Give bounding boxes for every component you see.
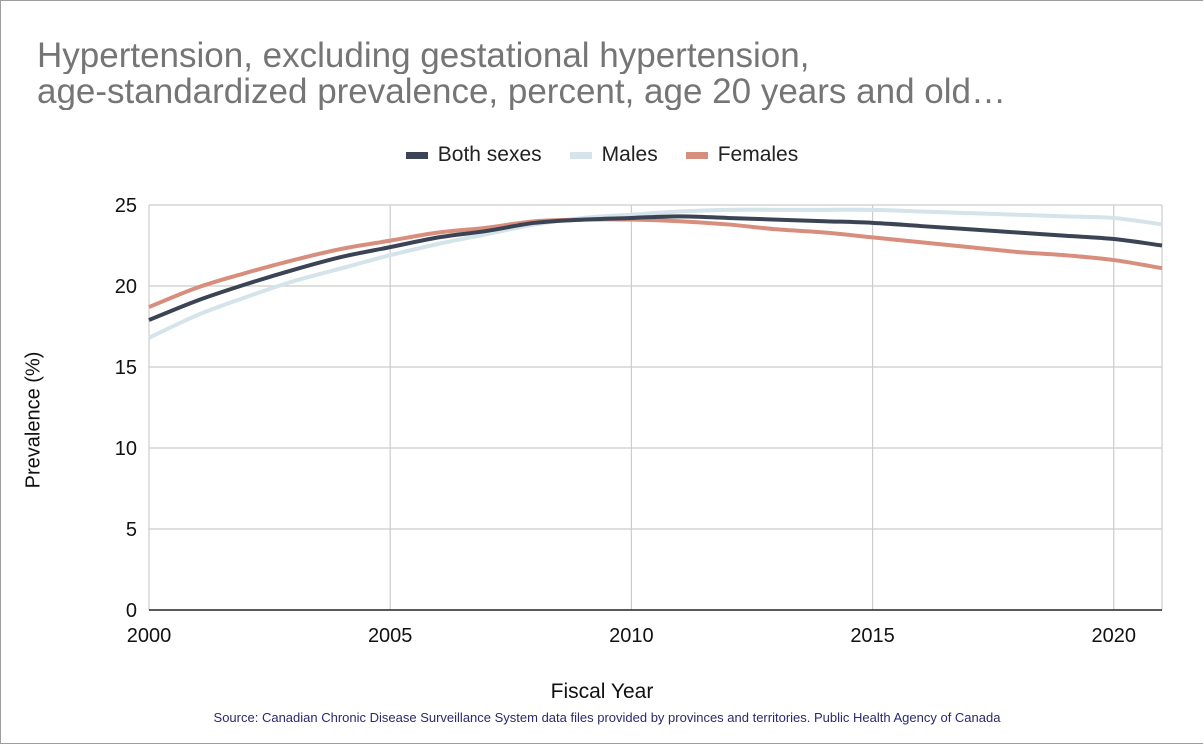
- legend-swatch-males: [569, 151, 592, 159]
- legend-swatch-females: [685, 151, 708, 159]
- legend-label-males: Males: [601, 143, 658, 166]
- y-axis-label: Prevalence (%): [22, 351, 45, 489]
- series-line-both-sexes: [148, 214, 1163, 322]
- x-tick-label-2015: 2015: [850, 625, 895, 647]
- x-tick-label-2010: 2010: [609, 625, 654, 647]
- x-axis-label: Fiscal Year: [550, 680, 654, 703]
- chart-title-line-1: Hypertension, excluding gestational hype…: [37, 38, 810, 74]
- chart-title: Hypertension, excluding gestational hype…: [37, 38, 1177, 110]
- y-tick-label-10: 10: [115, 438, 137, 460]
- y-tick-label-5: 5: [126, 519, 137, 541]
- y-tick-label-25: 25: [115, 195, 137, 217]
- x-tick-label-2020: 2020: [1092, 625, 1137, 647]
- legend-label-females: Females: [717, 143, 799, 166]
- series-line-males: [148, 207, 1163, 340]
- legend-label-both-sexes: Both sexes: [437, 143, 542, 166]
- x-tick-label-2000: 2000: [127, 625, 172, 647]
- source-note: Source: Canadian Chronic Disease Surveil…: [213, 710, 1001, 725]
- tick-labels: 0 5 10 15 20 25 2000 2005 2010 2015 2020: [115, 195, 1136, 647]
- chart-title-line-2: age-standardized prevalence, percent, ag…: [37, 74, 1006, 110]
- gridlines: [148, 204, 1163, 610]
- y-tick-label-15: 15: [115, 357, 137, 379]
- legend: Both sexes Males Females: [0, 142, 1204, 168]
- legend-item-males[interactable]: Males: [569, 143, 658, 167]
- legend-item-both-sexes[interactable]: Both sexes: [405, 143, 542, 167]
- x-tick-label-2005: 2005: [368, 625, 413, 647]
- y-tick-label-0: 0: [126, 600, 137, 622]
- legend-swatch-both-sexes: [405, 151, 428, 159]
- y-tick-label-20: 20: [115, 276, 137, 298]
- series-lines: [148, 207, 1163, 340]
- series-line-females: [148, 217, 1163, 309]
- legend-item-females[interactable]: Females: [685, 143, 799, 167]
